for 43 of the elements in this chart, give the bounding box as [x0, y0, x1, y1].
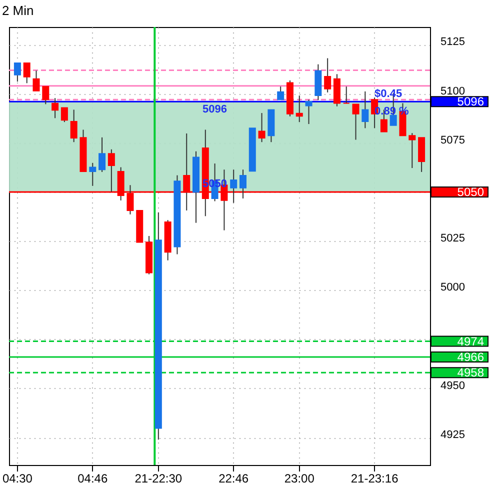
x-tick-label: 04:46 [78, 472, 108, 486]
candlestick [70, 109, 78, 143]
x-tick-label: 04:30 [2, 472, 33, 486]
candlestick [277, 86, 284, 100]
annotation: 5050 [202, 178, 227, 190]
annotation: 5096 [202, 104, 227, 116]
candlestick [305, 99, 312, 125]
y-tick-label: 5125 [440, 36, 465, 48]
x-tick-label: 22:46 [218, 472, 249, 486]
candlestick [14, 62, 21, 82]
candlestick [52, 98, 59, 119]
candlestick [23, 62, 30, 84]
ref-line-label: 4974 [457, 334, 484, 348]
y-tick-label: 4950 [440, 380, 465, 392]
y-tick-label: 4925 [440, 429, 465, 441]
candlestick [258, 112, 266, 143]
ref-line-label: 4958 [457, 366, 484, 380]
candlestick [324, 58, 332, 93]
candlestick [230, 169, 238, 204]
candlestick [60, 107, 68, 123]
x-tick-label: 21-23:16 [350, 472, 399, 486]
y-tick-label: 5000 [440, 282, 465, 294]
chart-title: 2 Min [2, 3, 34, 18]
candlestick [98, 136, 106, 172]
ref-line-label: 5050 [457, 184, 484, 199]
ref-line-label: 4966 [457, 350, 484, 364]
y-tick-label: 5025 [440, 232, 465, 245]
x-tick-label: 21-22:30 [134, 472, 182, 486]
y-tick-label: 5075 [440, 134, 465, 146]
x-tick-label: 23:00 [284, 472, 315, 486]
ref-line-label: 5096 [457, 94, 484, 109]
annotation: $0.45 [374, 88, 402, 100]
candlestick [408, 132, 416, 169]
candlestick [296, 95, 303, 123]
candlestick [239, 169, 246, 199]
y-tick-label: 5100 [440, 85, 465, 98]
candlestick [418, 137, 426, 172]
candlestick [352, 104, 360, 140]
candlestick [362, 90, 369, 129]
candlestick [342, 86, 350, 104]
candlestick [89, 162, 96, 186]
candlestick [32, 70, 40, 92]
candlestick [42, 86, 50, 105]
